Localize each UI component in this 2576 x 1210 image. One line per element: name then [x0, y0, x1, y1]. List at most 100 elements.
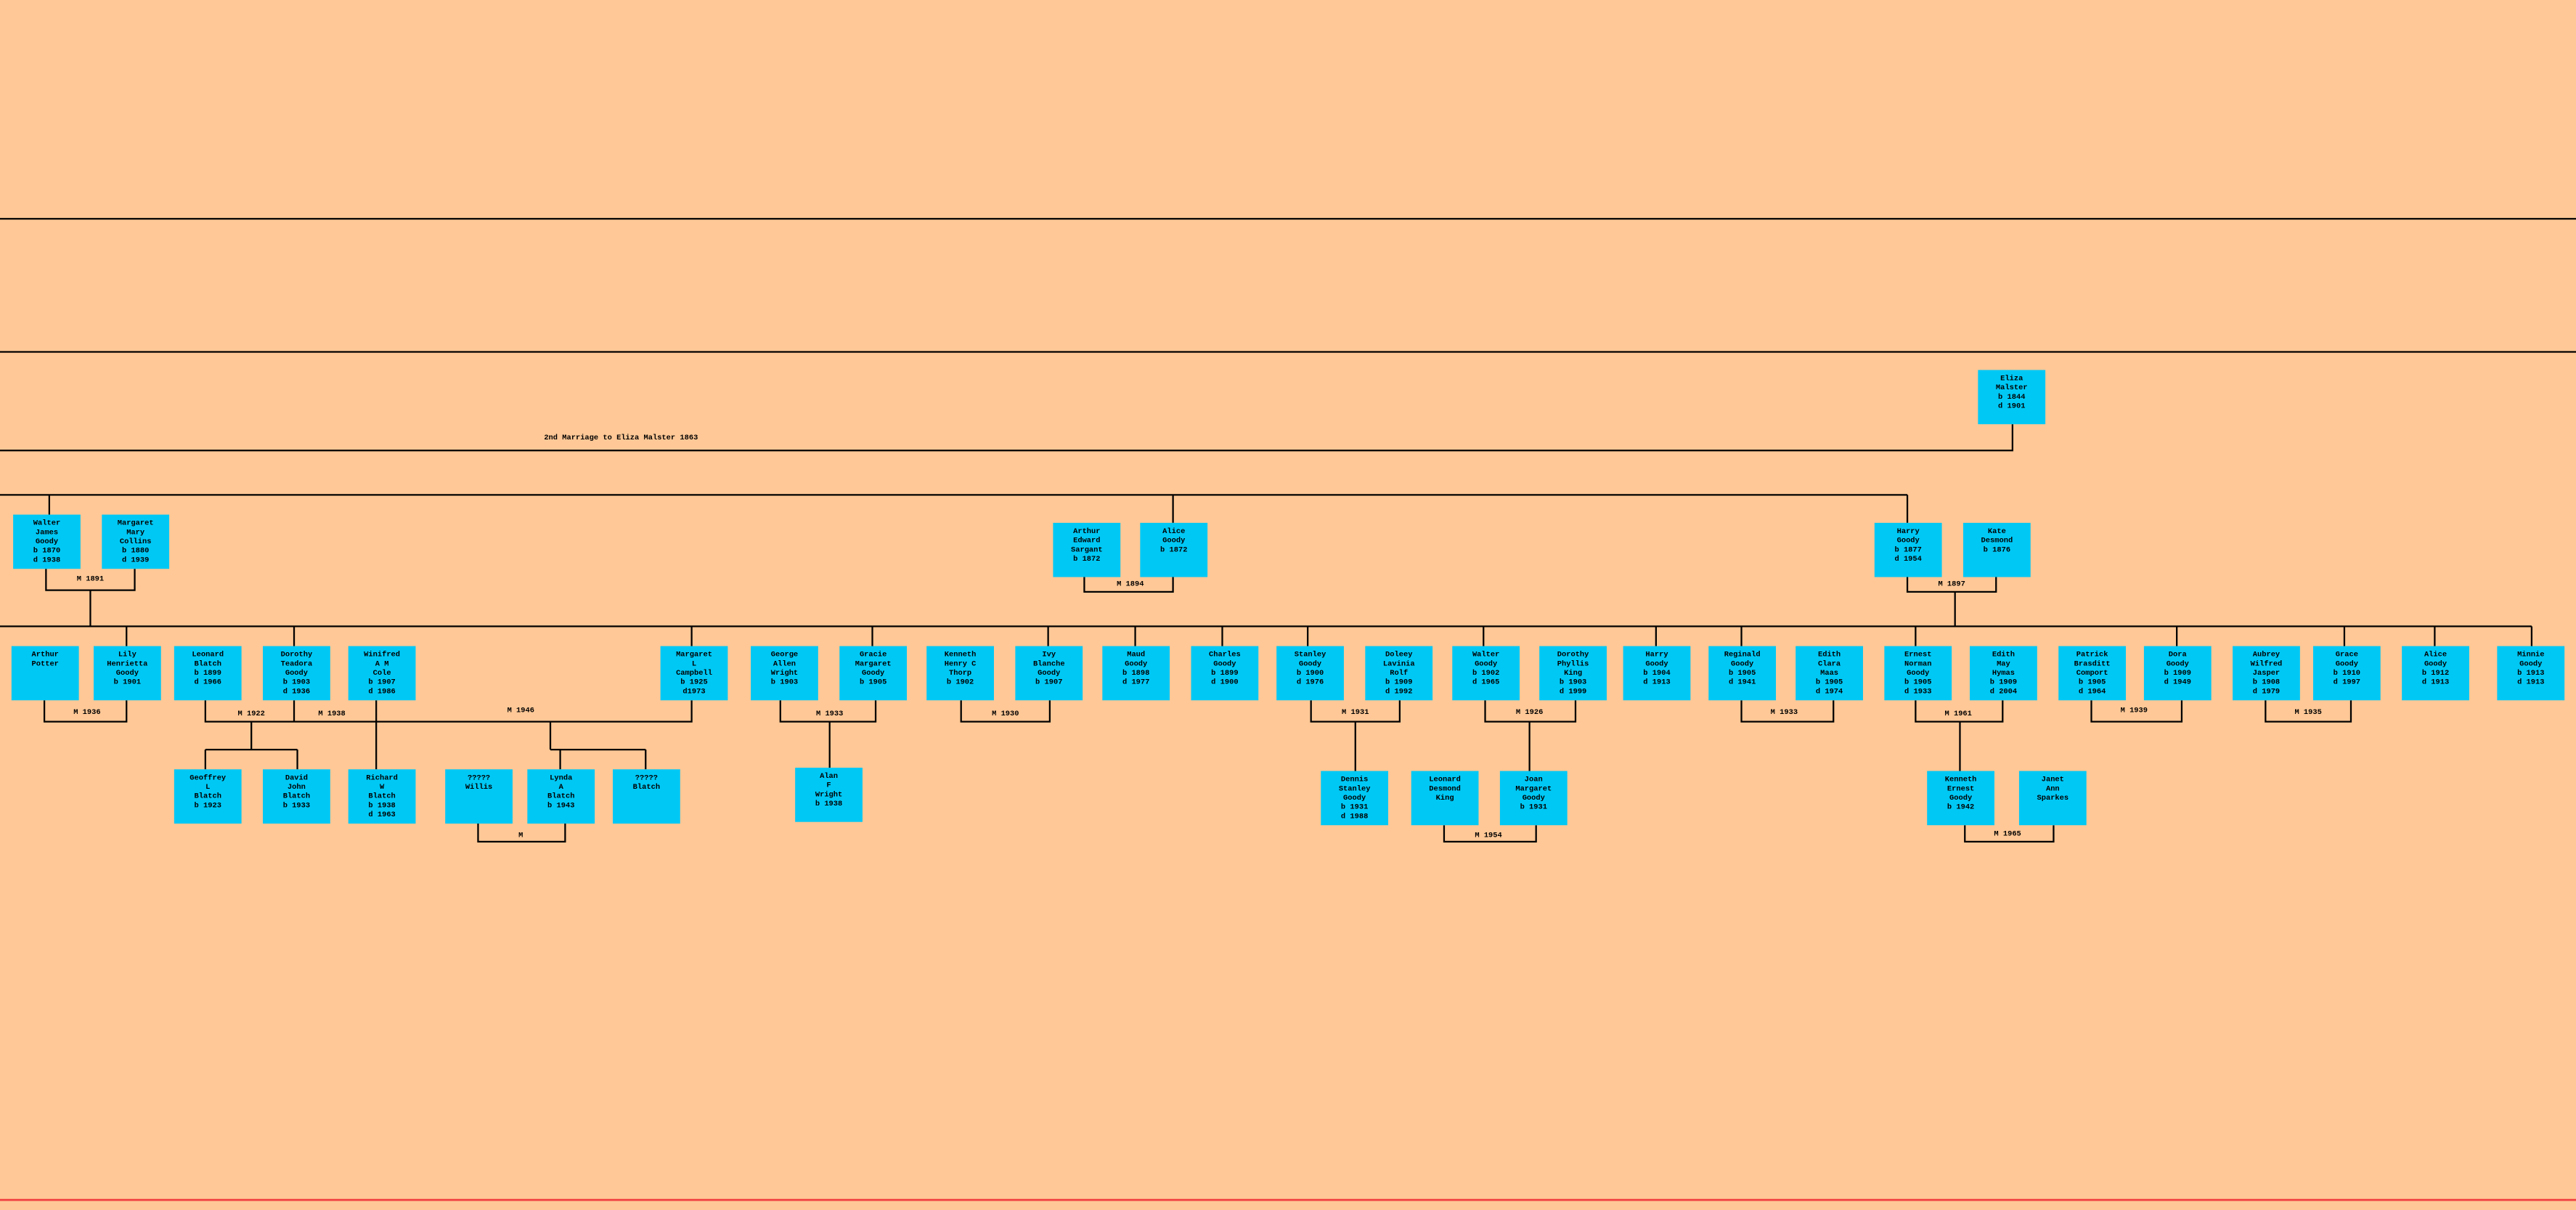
person-text: d 1949 [2164, 678, 2191, 687]
person-text: b 1933 [283, 801, 310, 810]
person-box [1015, 646, 1083, 701]
person-text: Alice [1162, 527, 1185, 536]
person-text: Goody [1299, 659, 1322, 668]
person-text: Clara [1818, 659, 1841, 668]
person-box [1970, 646, 2037, 701]
person-box [348, 646, 416, 701]
person-box [93, 646, 161, 701]
person-text: b 1910 [2334, 669, 2360, 678]
person-text: Goody [1125, 659, 1148, 668]
person-text: Stanley [1295, 651, 1326, 659]
person-text: Kenneth [945, 651, 977, 659]
person-text: Blatch [633, 783, 660, 792]
person-text: Kate [1988, 527, 2006, 536]
person-text: d 1933 [1904, 687, 1931, 696]
person-text: Cole [373, 669, 391, 678]
person-text: George [771, 651, 798, 659]
person-text: b 1905 [1729, 669, 1756, 678]
person-box [445, 769, 513, 824]
person-text: Ann [2046, 784, 2060, 793]
person-text: Stanley [1339, 784, 1371, 793]
person-text: d 1936 [283, 687, 310, 696]
person-box [263, 769, 330, 824]
person-text: d 1954 [1894, 555, 1921, 564]
person-text: Dennis [1341, 776, 1368, 784]
person-box [839, 646, 908, 701]
marriage-label: M 1965 [1994, 829, 2021, 838]
person-text: d 1986 [368, 687, 395, 696]
person-text: Goody [1731, 659, 1754, 668]
person-text: b 1898 [1122, 669, 1149, 678]
marriage-note: 2nd Marriage to Eliza Malster 1863 [544, 434, 698, 442]
person-text: Alice [2424, 651, 2447, 659]
person-box [2312, 646, 2381, 701]
person-text: Collins [120, 537, 152, 546]
person-text: Goody [1949, 794, 1973, 803]
person-text: b 1908 [2253, 678, 2280, 687]
person-text: Arthur [32, 651, 59, 659]
person-box [1796, 646, 1863, 701]
person-text: b 1943 [547, 801, 574, 810]
person-text: b 1907 [368, 678, 395, 687]
person-text: b 1899 [195, 669, 221, 678]
person-text: b 1870 [33, 547, 60, 556]
person-text: Wright [815, 790, 842, 799]
person-text: A M [375, 659, 389, 668]
person-text: Goody [1213, 659, 1236, 668]
person-text: W [380, 783, 385, 792]
person-text: Leonard [192, 651, 224, 659]
person-text: Janet [2042, 776, 2064, 784]
person-text: David [285, 773, 308, 782]
person-text: Arthur [1073, 527, 1100, 536]
person-text: Goody [2424, 659, 2447, 668]
person-text: Lily [118, 651, 137, 659]
person-text: Kenneth [1945, 776, 1977, 784]
person-text: Maud [1127, 651, 1145, 659]
person-box [527, 769, 595, 824]
person-text: Willis [465, 783, 492, 792]
person-text: Margaret [118, 519, 154, 528]
person-box [1053, 522, 1121, 577]
person-text: Phyllis [1557, 659, 1589, 668]
person-text: Goody [285, 669, 309, 678]
marriage-label: M 1946 [508, 707, 534, 715]
person-text: b 1902 [947, 678, 974, 687]
person-text: Aubrey [2253, 651, 2281, 659]
person-text: b 1872 [1073, 555, 1100, 564]
person-text: Allen [773, 659, 796, 668]
marriage-label: M 1933 [1771, 708, 1798, 717]
person-text: John [288, 783, 306, 792]
person-text: Blatch [195, 659, 221, 668]
person-text: d 1966 [195, 678, 221, 687]
person-text: Dorothy [1557, 651, 1589, 659]
marriage-label: M 1939 [2121, 707, 2148, 715]
person-text: b 1844 [1998, 393, 2025, 402]
person-box [2233, 646, 2300, 701]
person-text: b 1880 [122, 547, 149, 556]
person-box [263, 646, 330, 701]
marriage-label: M 1891 [77, 575, 104, 584]
person-text: b 1909 [1990, 678, 2017, 687]
person-text: Lynda [550, 773, 572, 782]
person-box [926, 646, 994, 701]
person-text: Goody [2167, 659, 2190, 668]
person-text: d 1913 [2517, 678, 2544, 687]
person-box [1452, 646, 1520, 701]
marriage-label: M 1930 [992, 710, 1019, 718]
person-text: d 1997 [2334, 678, 2360, 687]
person-text: F [826, 781, 831, 790]
person-text: b 1905 [1904, 678, 1931, 687]
marriage-label: M 1935 [2294, 708, 2321, 717]
person-text: Goody [116, 669, 139, 678]
person-text: b 1923 [195, 801, 221, 810]
person-box [1102, 646, 1170, 701]
person-box [11, 646, 79, 701]
person-text: Harry [1645, 651, 1668, 659]
person-text: Dora [2169, 651, 2187, 659]
person-box [1365, 646, 1433, 701]
marriage-label: M 1894 [1117, 580, 1144, 588]
person-text: d 1941 [1729, 678, 1756, 687]
person-text: b 1925 [680, 678, 707, 687]
connector-lines [0, 218, 2576, 842]
person-text: b 1931 [1520, 803, 1547, 812]
